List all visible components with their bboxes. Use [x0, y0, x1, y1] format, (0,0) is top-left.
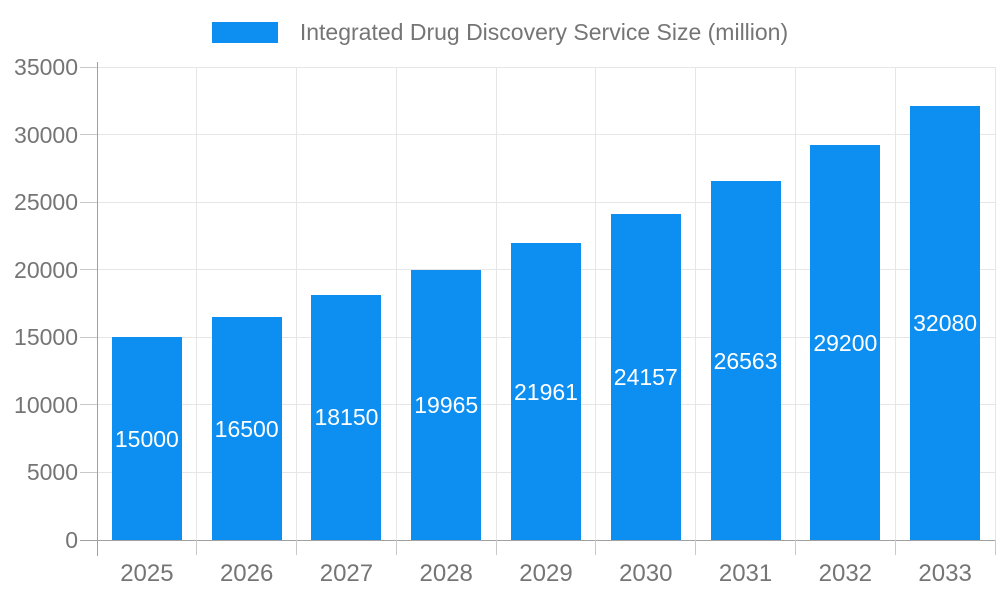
x-axis-tick-label: 2031 [718, 560, 773, 587]
y-axis-line [97, 62, 98, 556]
bar-2032[interactable]: 29200 [810, 145, 881, 540]
y-axis-tick [80, 201, 97, 203]
bar-value-label: 18150 [314, 404, 379, 431]
x-axis-tick [395, 540, 397, 555]
bar-2033[interactable]: 32080 [910, 106, 981, 540]
x-axis-tick [994, 540, 996, 555]
x-axis-tick [794, 540, 796, 555]
bar-value-label: 21961 [514, 378, 578, 405]
gridline-vertical [196, 67, 198, 540]
gridline-vertical [395, 67, 397, 540]
x-axis-tick [894, 540, 896, 555]
x-axis-tick [595, 540, 597, 555]
y-axis-tick [80, 336, 97, 338]
bar-value-label: 24157 [613, 363, 678, 390]
y-axis-tick [80, 66, 97, 68]
bar-value-label: 16500 [214, 415, 279, 442]
legend-label: Integrated Drug Discovery Service Size (… [299, 19, 789, 45]
gridline-horizontal [97, 134, 995, 136]
bar-2026[interactable]: 16500 [211, 317, 282, 540]
x-axis-tick-label: 2029 [519, 560, 573, 587]
x-axis-tick-label: 2027 [319, 560, 374, 587]
x-axis-tick-label: 2028 [419, 560, 473, 587]
x-axis-tick-label: 2033 [918, 560, 972, 587]
bar-value-label: 32080 [913, 310, 978, 337]
y-axis-tick-label: 15000 [14, 324, 78, 351]
plot-area: 15000 16500 18150 19965 21961 24157 26563 29200… [97, 66, 996, 540]
x-axis-tick [495, 540, 497, 555]
gridline-vertical [595, 67, 597, 540]
x-axis-tick [296, 540, 298, 555]
chart-legend: Integrated Drug Discovery Service Size (… [0, 16, 1000, 48]
y-axis-tick-label: 5000 [26, 459, 78, 486]
x-axis-tick-label: 2032 [818, 560, 873, 587]
x-axis-tick-label: 2026 [219, 560, 274, 587]
y-axis-tick-label: 0 [65, 527, 78, 553]
gridline-horizontal [97, 66, 995, 68]
bar-2025[interactable]: 15000 [111, 337, 182, 540]
bar-2031[interactable]: 26563 [710, 181, 781, 540]
y-axis-tick-label: 30000 [14, 121, 78, 148]
x-axis-tick-label: 2025 [120, 560, 174, 587]
y-axis-tick-label: 10000 [14, 391, 78, 418]
y-axis-tick-label: 35000 [14, 54, 78, 80]
bar-value-label: 19965 [414, 392, 479, 419]
bar-2029[interactable]: 21961 [511, 243, 581, 540]
x-axis-tick [196, 540, 198, 555]
bar-value-label: 26563 [713, 347, 778, 374]
y-axis-tick [80, 134, 97, 136]
y-axis-tick [80, 404, 97, 406]
bar-value-label: 15000 [114, 425, 179, 452]
bar-2028[interactable]: 19965 [411, 270, 482, 540]
y-axis-tick-label: 20000 [14, 256, 78, 283]
y-axis-tick [80, 471, 97, 473]
gridline-vertical [994, 67, 996, 540]
gridline-vertical [296, 67, 298, 540]
bar-value-label: 29200 [813, 329, 878, 356]
y-axis-tick-label: 25000 [14, 189, 78, 216]
y-axis-tick [80, 269, 97, 271]
legend-color-swatch [211, 21, 278, 43]
x-axis-tick-label: 2030 [619, 560, 673, 587]
gridline-horizontal [97, 201, 995, 203]
gridline-vertical [695, 67, 697, 540]
x-axis-line [80, 540, 996, 541]
gridline-vertical [794, 67, 796, 540]
bar-2027[interactable]: 18150 [311, 294, 382, 540]
gridline-vertical [495, 67, 497, 540]
x-axis-tick [695, 540, 697, 555]
bar-2030[interactable]: 24157 [610, 213, 681, 540]
gridline-vertical [894, 67, 896, 540]
